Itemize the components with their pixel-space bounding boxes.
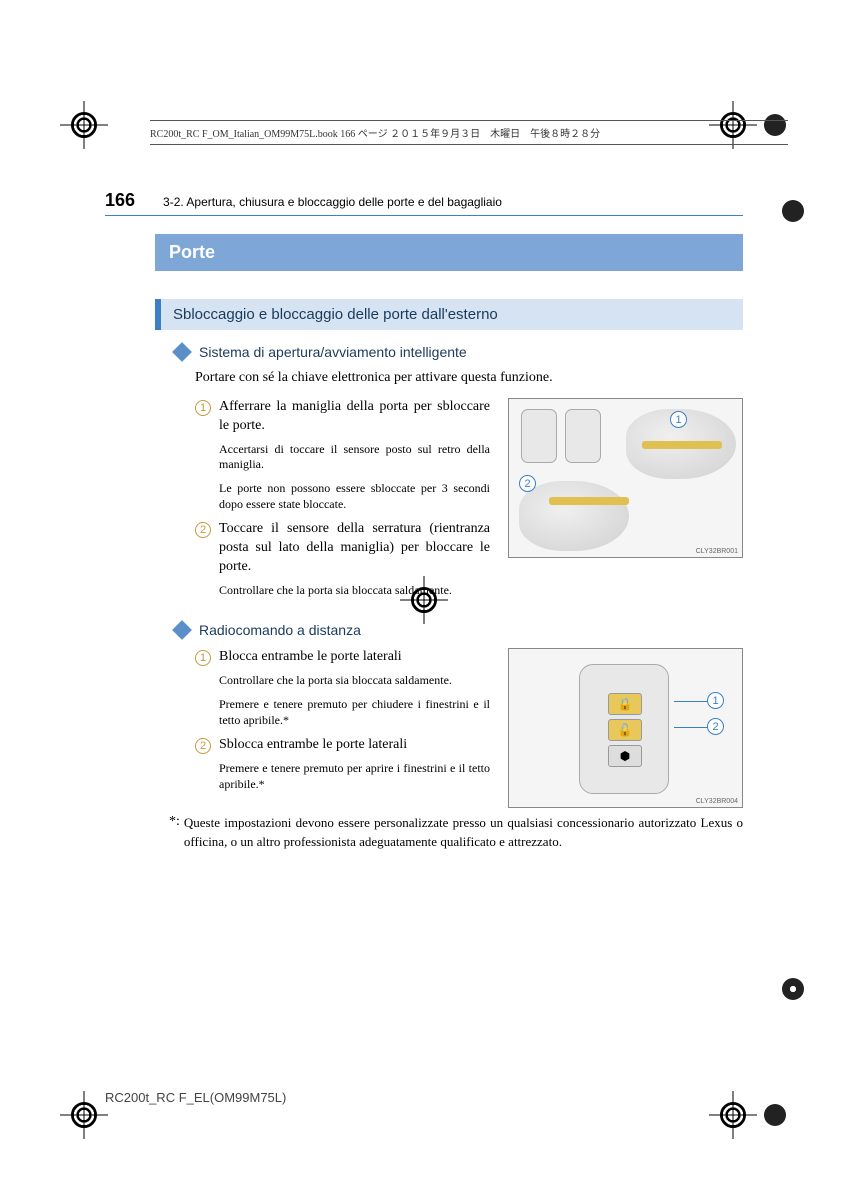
heading-remote: Radiocomando a distanza [175, 622, 743, 638]
page-content: 166 3-2. Apertura, chiusura e bloccaggio… [105, 190, 743, 851]
step-1: 1 Blocca entrambe le porte laterali [195, 648, 490, 667]
figure-door-handle: 1 2 CLY32BR001 [508, 398, 743, 606]
diamond-icon [172, 621, 192, 641]
crop-mark-side-bottom [782, 978, 804, 1000]
crop-mark-side-top [782, 200, 804, 222]
intro-text: Portare con sé la chiave elettronica per… [195, 370, 743, 386]
key-fob-illustration: 🔒 🔓 ⬢ [579, 664, 669, 794]
crop-target-bl [71, 1102, 97, 1128]
step-number-icon: 1 [195, 650, 211, 666]
step-number-icon: 2 [195, 738, 211, 754]
step-title: Sblocca entrambe le porte laterali [219, 736, 407, 755]
step-number-icon: 1 [195, 400, 211, 416]
print-metadata: RC200t_RC F_OM_Italian_OM99M75L.book 166… [150, 120, 788, 145]
page-number: 166 [105, 190, 135, 211]
chapter-title: Porte [155, 234, 743, 271]
crop-target-br2 [720, 1102, 746, 1128]
section-path: 3-2. Apertura, chiusura e bloccaggio del… [163, 195, 502, 209]
figure-box: 🔒 🔓 ⬢ 1 2 CLY32BR004 [508, 648, 743, 808]
footer-document-code: RC200t_RC F_EL(OM99M75L) [105, 1090, 286, 1105]
unlock-button-icon: 🔓 [608, 719, 642, 741]
step-sub: Controllare che la porta sia bloccata sa… [219, 583, 490, 599]
crop-target-tl [71, 112, 97, 138]
heading-smart-system: Sistema di apertura/avviamento intellige… [175, 344, 743, 360]
page-header: 166 3-2. Apertura, chiusura e bloccaggio… [105, 190, 743, 216]
diamond-icon [172, 342, 192, 362]
heading-label: Sistema di apertura/avviamento intellige… [199, 344, 467, 360]
callout-1: 1 [670, 411, 687, 428]
figure-caption: CLY32BR001 [696, 548, 738, 555]
step-number-icon: 2 [195, 522, 211, 538]
figure-caption: CLY32BR004 [696, 798, 738, 805]
crop-mark-br [764, 1104, 786, 1126]
subsection-title: Sbloccaggio e bloccaggio delle porte dal… [155, 299, 743, 330]
content-row-2: 1 Blocca entrambe le porte laterali Cont… [195, 648, 743, 808]
text-column-1: 1 Afferrare la maniglia della porta per … [195, 398, 490, 606]
step-sub: Le porte non possono essere sbloccate pe… [219, 481, 490, 512]
trunk-button-icon: ⬢ [608, 745, 642, 767]
footnote-mark: *: [169, 814, 180, 850]
step-title: Blocca entrambe le porte laterali [219, 648, 402, 667]
figure-key-fob: 🔒 🔓 ⬢ 1 2 CLY32BR004 [508, 648, 743, 808]
step-sub: Premere e tenere premuto per aprire i fi… [219, 761, 490, 792]
step-sub: Accertarsi di toccare il sensore posto s… [219, 442, 490, 473]
step-title: Afferrare la maniglia della porta per sb… [219, 398, 490, 436]
step-title: Toccare il sensore della serratura (rien… [219, 520, 490, 577]
step-1: 1 Afferrare la maniglia della porta per … [195, 398, 490, 436]
step-sub: Premere e tenere premuto per chiudere i … [219, 697, 490, 728]
figure-box: 1 2 CLY32BR001 [508, 398, 743, 558]
footnote-text: Queste impostazioni devono essere person… [184, 814, 743, 850]
lock-button-icon: 🔒 [608, 693, 642, 715]
text-column-2: 1 Blocca entrambe le porte laterali Cont… [195, 648, 490, 808]
step-sub: Controllare che la porta sia bloccata sa… [219, 673, 490, 689]
callout-2: 2 [707, 718, 724, 735]
footnote: *: Queste impostazioni devono essere per… [169, 814, 743, 850]
callout-2: 2 [519, 475, 536, 492]
content-row-1: 1 Afferrare la maniglia della porta per … [195, 398, 743, 606]
step-2: 2 Toccare il sensore della serratura (ri… [195, 520, 490, 577]
callout-1: 1 [707, 692, 724, 709]
heading-label: Radiocomando a distanza [199, 622, 361, 638]
step-2: 2 Sblocca entrambe le porte laterali [195, 736, 490, 755]
